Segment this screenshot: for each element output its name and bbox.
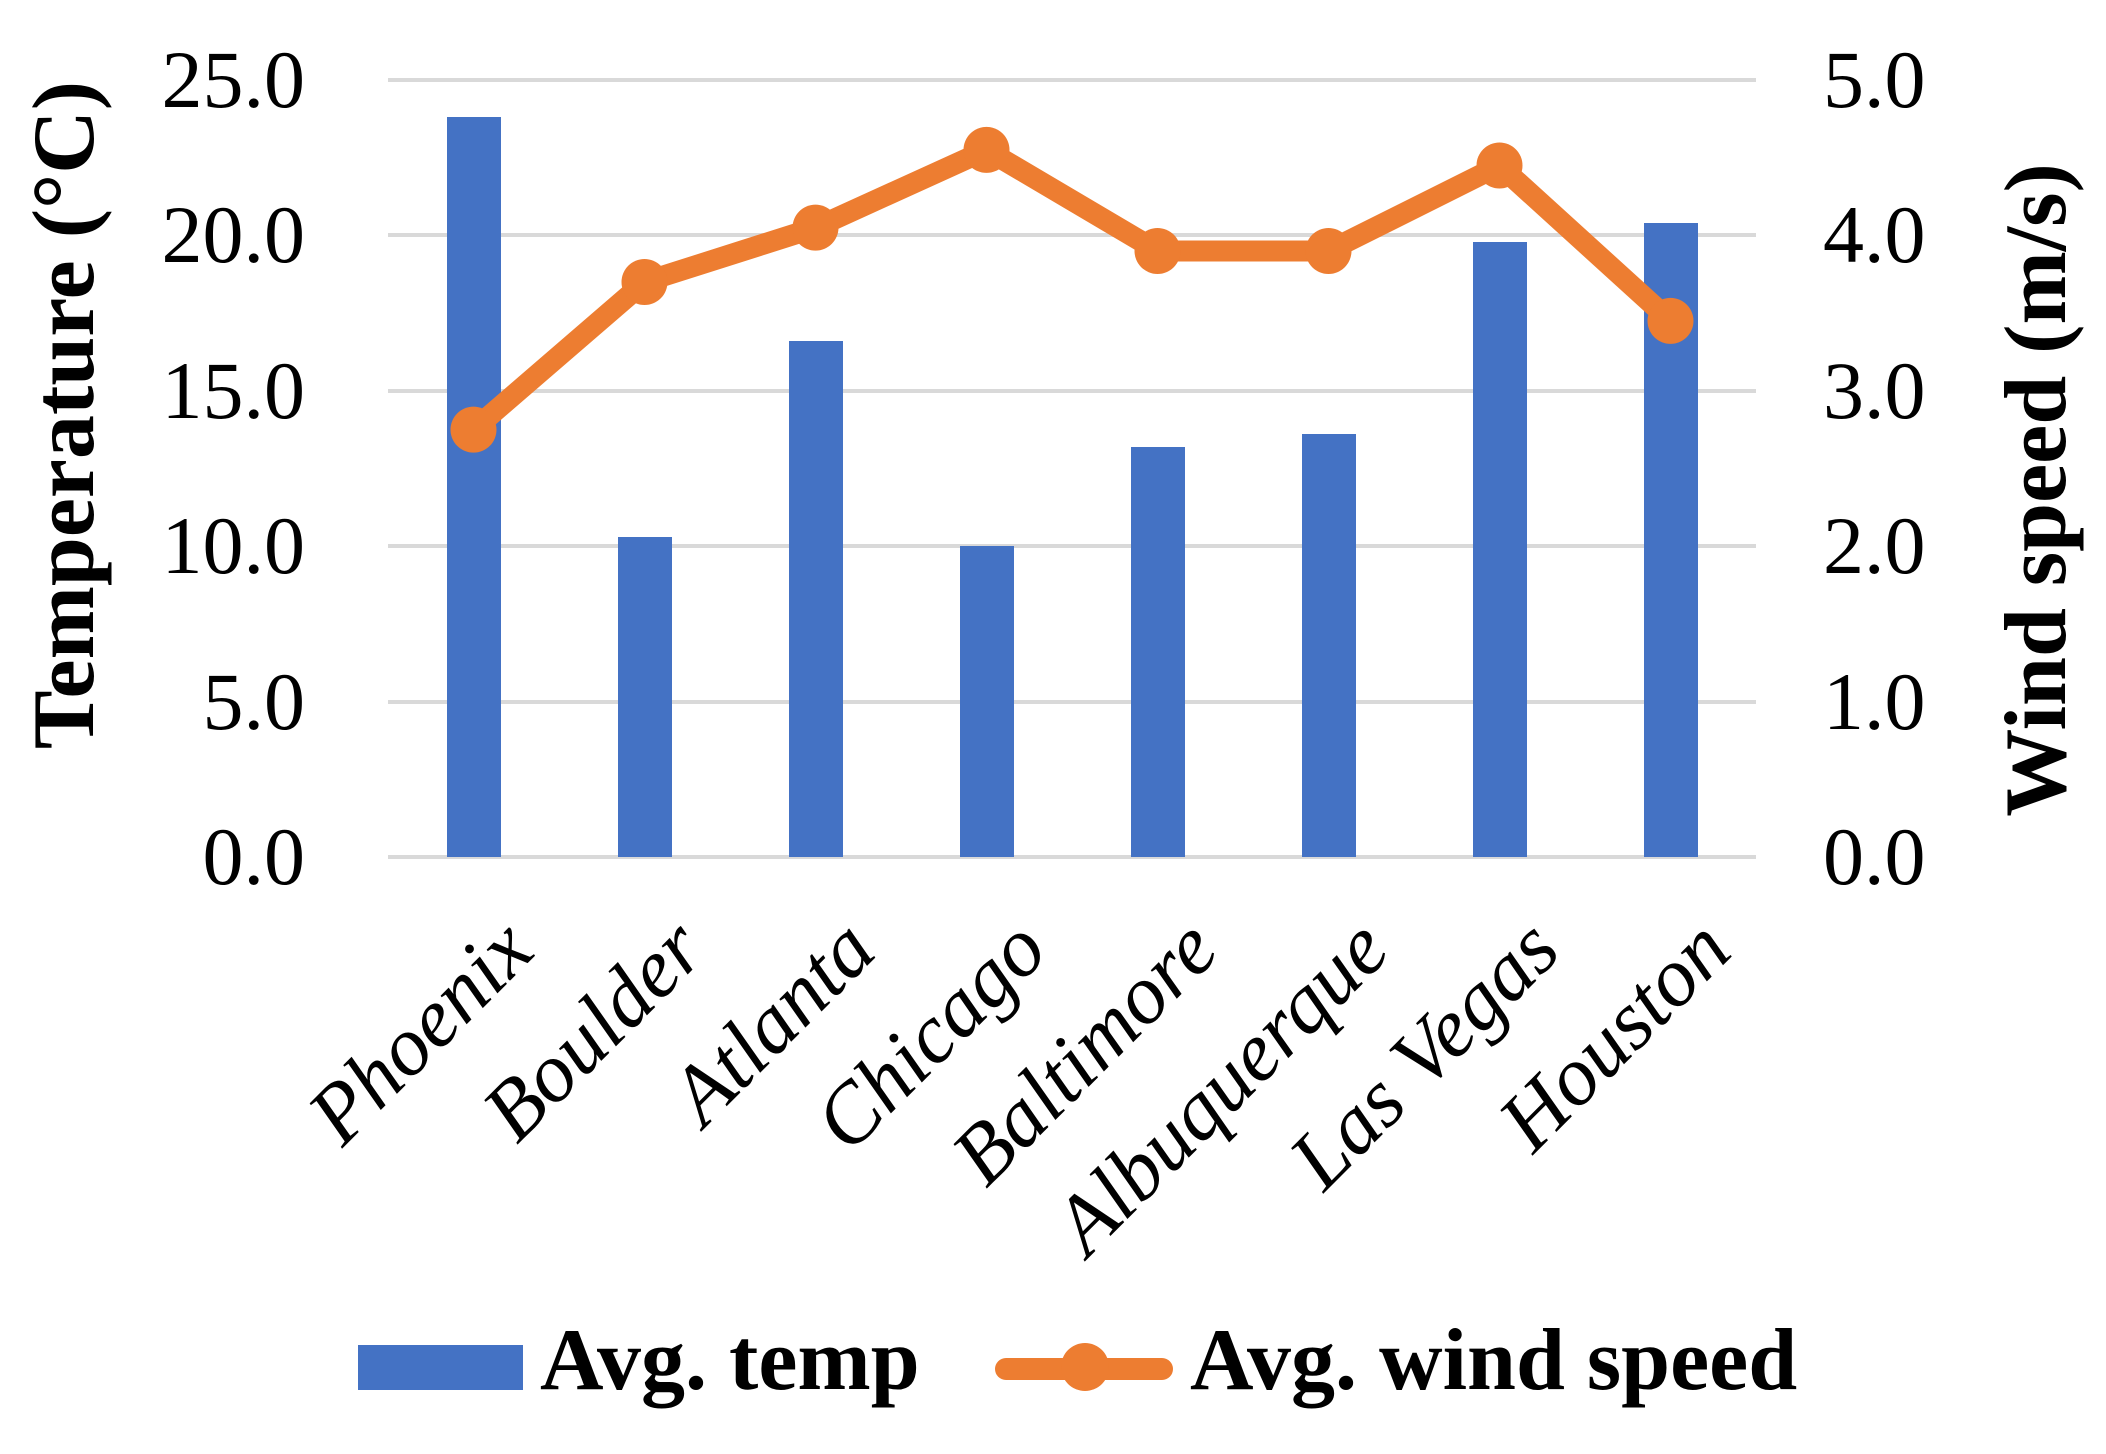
right-axis-tick-label: 1.0 <box>1823 655 1926 747</box>
wind-line <box>463 139 1681 441</box>
legend-label-avg-temp: Avg. temp <box>540 1312 920 1409</box>
left-axis-tick-label: 25.0 <box>161 34 306 125</box>
temp-bar <box>617 536 672 857</box>
right-axis-tick-label: 3.0 <box>1823 344 1926 436</box>
temp-bar <box>1130 446 1185 857</box>
wind-marker <box>963 126 1010 173</box>
legend-label-avg-wind-speed: Avg. wind speed <box>1190 1312 1798 1409</box>
right-axis-tick-label: 5.0 <box>1823 34 1926 125</box>
gridline <box>388 233 1756 238</box>
temp-bar <box>446 117 501 857</box>
right-axis-tick-label: 4.0 <box>1823 189 1926 281</box>
gridline <box>388 855 1756 859</box>
right-axis-tick-label: 2.0 <box>1823 500 1926 592</box>
left-axis-tick-label: 15.0 <box>161 344 306 436</box>
wind-marker <box>1476 142 1523 189</box>
legend-bar-swatch-icon <box>358 1345 523 1390</box>
wind-marker <box>450 406 497 453</box>
legend-marker-dot-icon <box>1061 1343 1109 1391</box>
left-axis-tick-label: 20.0 <box>161 189 306 281</box>
left-axis-tick-label: 10.0 <box>161 500 306 592</box>
wind-marker <box>792 204 839 251</box>
temp-bar <box>1301 434 1356 857</box>
temp-bar <box>788 341 843 857</box>
left-axis-tick-label: 0.0 <box>202 811 306 902</box>
right-axis-tick-label: 0.0 <box>1823 811 1926 902</box>
wind-marker <box>621 259 668 306</box>
gridline <box>388 699 1756 704</box>
left-axis-tick-label: 5.0 <box>202 655 306 747</box>
temp-bar <box>1472 241 1527 857</box>
wind-marker <box>1647 297 1694 344</box>
wind-marker <box>1134 227 1181 274</box>
gridline <box>388 78 1756 82</box>
wind-marker <box>1305 227 1352 274</box>
temp-bar <box>959 546 1014 857</box>
gridline <box>388 388 1756 393</box>
gridline <box>388 544 1756 549</box>
